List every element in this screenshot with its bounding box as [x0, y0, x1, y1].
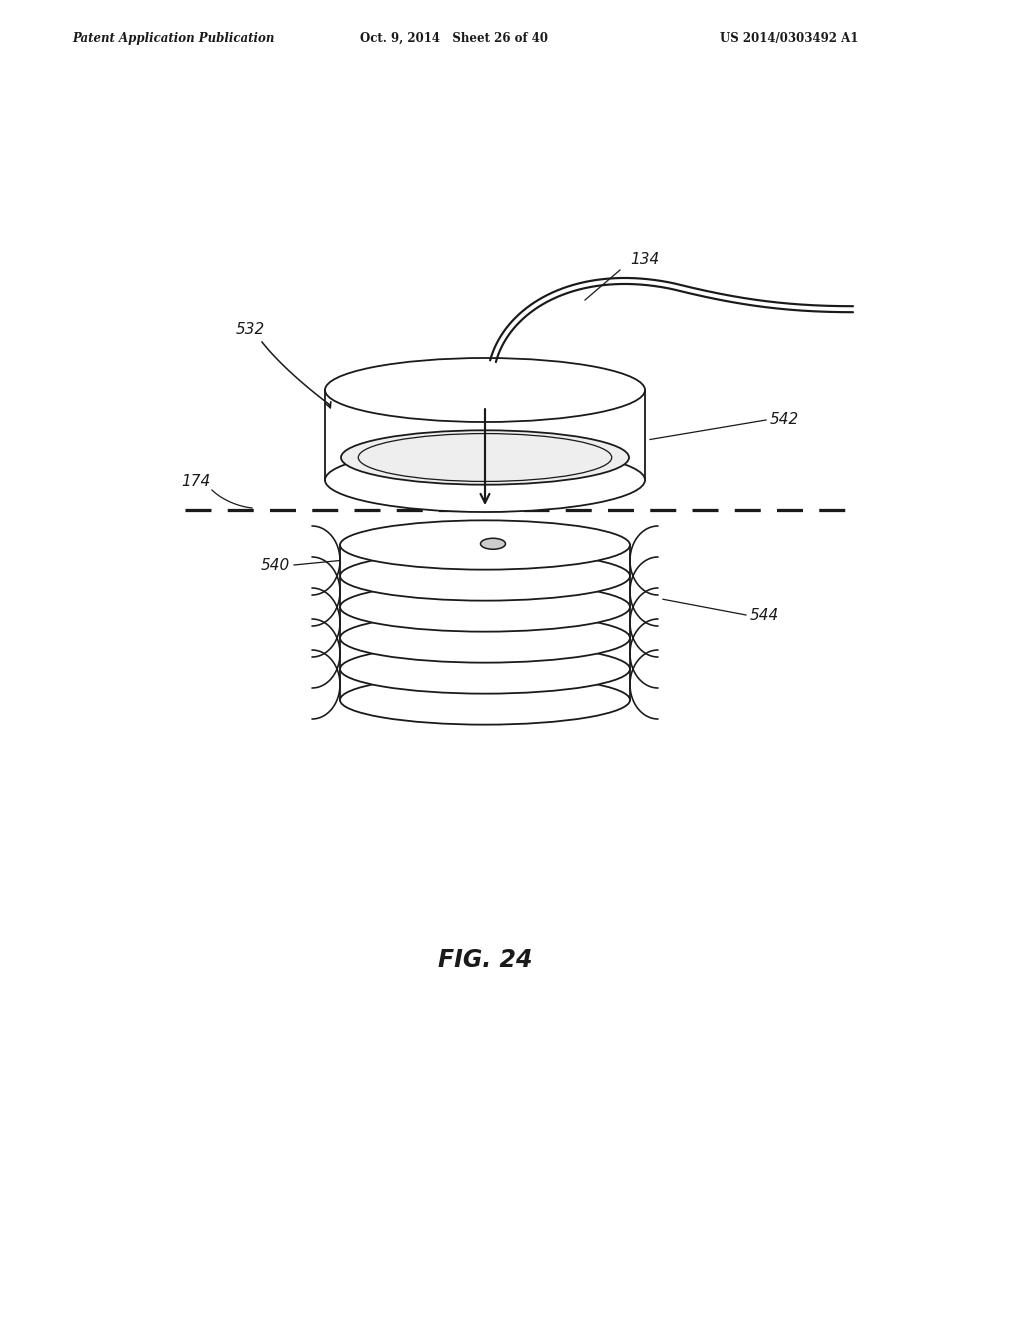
- Text: 542: 542: [770, 412, 800, 428]
- Ellipse shape: [340, 614, 630, 663]
- Ellipse shape: [325, 447, 645, 512]
- Ellipse shape: [325, 358, 645, 422]
- Ellipse shape: [340, 676, 630, 725]
- Text: US 2014/0303492 A1: US 2014/0303492 A1: [720, 32, 858, 45]
- Ellipse shape: [340, 520, 630, 570]
- Text: Oct. 9, 2014   Sheet 26 of 40: Oct. 9, 2014 Sheet 26 of 40: [360, 32, 548, 45]
- Bar: [325, 389, 645, 480]
- Text: 134: 134: [631, 252, 659, 268]
- Bar: [340, 545, 630, 700]
- Ellipse shape: [340, 644, 630, 693]
- Text: 540: 540: [261, 557, 290, 573]
- Text: 546: 546: [506, 710, 535, 726]
- Text: Patent Application Publication: Patent Application Publication: [72, 32, 274, 45]
- Text: 544: 544: [750, 607, 779, 623]
- Ellipse shape: [340, 552, 630, 601]
- Text: FIG. 24: FIG. 24: [437, 948, 532, 972]
- Text: 174: 174: [181, 474, 210, 490]
- Ellipse shape: [340, 582, 630, 632]
- Ellipse shape: [341, 430, 629, 484]
- Ellipse shape: [480, 539, 506, 549]
- Text: 532: 532: [236, 322, 264, 338]
